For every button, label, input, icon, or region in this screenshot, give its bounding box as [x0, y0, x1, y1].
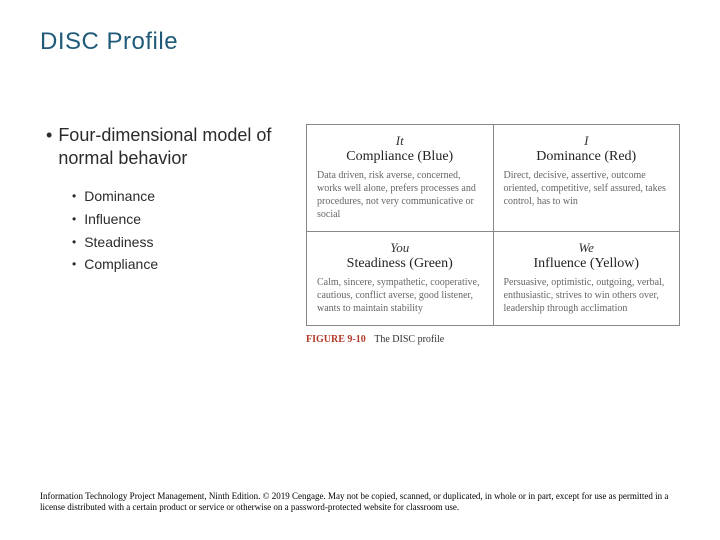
bullet-dot-icon: • [72, 253, 76, 276]
sub-bullet-list: • Dominance • Influence • Steadiness • C… [46, 185, 296, 276]
bullet-dot-icon: • [46, 124, 52, 169]
bullet-dot-icon: • [72, 185, 76, 208]
disc-quadrant-table: It Compliance (Blue) Data driven, risk a… [306, 124, 680, 326]
quadrant-title: Dominance (Red) [504, 149, 670, 165]
slide: DISC Profile • Four-dimensional model of… [0, 0, 720, 540]
sub-bullet: • Dominance [72, 185, 296, 208]
quadrant-pronoun: We [504, 240, 670, 256]
quadrant-desc: Direct, decisive, assertive, outcome ori… [504, 169, 670, 208]
quadrant-desc: Data driven, risk averse, concerned, wor… [317, 169, 483, 221]
quadrant-title: Compliance (Blue) [317, 149, 483, 165]
sub-bullet-text: Dominance [84, 185, 155, 208]
copyright-footer: Information Technology Project Managemen… [40, 491, 680, 514]
figure-caption: FIGURE 9-10 The DISC profile [306, 334, 680, 345]
left-column: • Four-dimensional model of normal behav… [40, 124, 296, 345]
content-row: • Four-dimensional model of normal behav… [40, 124, 680, 345]
bullet-dot-icon: • [72, 231, 76, 254]
main-bullet: • Four-dimensional model of normal behav… [46, 124, 296, 169]
quadrant-title: Influence (Yellow) [504, 256, 670, 272]
quadrant-title: Steadiness (Green) [317, 256, 483, 272]
quadrant-pronoun: You [317, 240, 483, 256]
quadrant-compliance: It Compliance (Blue) Data driven, risk a… [307, 125, 494, 232]
quadrant-pronoun: It [317, 133, 483, 149]
bullet-dot-icon: • [72, 208, 76, 231]
main-bullet-text: Four-dimensional model of normal behavio… [58, 124, 296, 169]
figure-number: FIGURE 9-10 [306, 334, 366, 345]
sub-bullet: • Influence [72, 208, 296, 231]
quadrant-desc: Persuasive, optimistic, outgoing, verbal… [504, 276, 670, 315]
sub-bullet: • Compliance [72, 253, 296, 276]
quadrant-dominance: I Dominance (Red) Direct, decisive, asse… [493, 125, 680, 232]
quadrant-desc: Calm, sincere, sympathetic, cooperative,… [317, 276, 483, 315]
right-column: It Compliance (Blue) Data driven, risk a… [306, 124, 680, 345]
slide-title: DISC Profile [40, 28, 680, 56]
quadrant-influence: We Influence (Yellow) Persuasive, optimi… [493, 232, 680, 326]
sub-bullet-text: Influence [84, 208, 141, 231]
sub-bullet: • Steadiness [72, 231, 296, 254]
figure-caption-text: The DISC profile [374, 334, 444, 345]
sub-bullet-text: Compliance [84, 253, 158, 276]
quadrant-pronoun: I [504, 133, 670, 149]
quadrant-steadiness: You Steadiness (Green) Calm, sincere, sy… [307, 232, 494, 326]
sub-bullet-text: Steadiness [84, 231, 153, 254]
